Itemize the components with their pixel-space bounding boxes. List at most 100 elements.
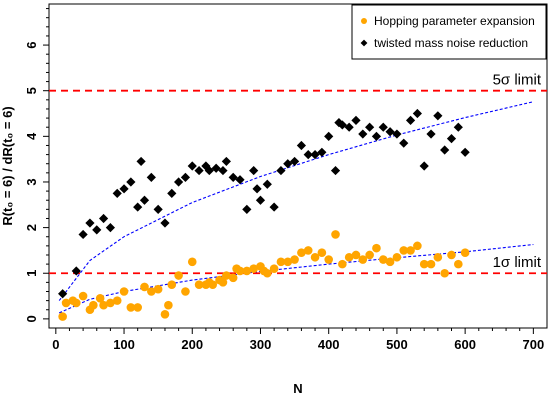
data-point-diamond xyxy=(344,122,354,132)
x-tick-label: 300 xyxy=(250,337,272,352)
x-tick-label: 100 xyxy=(113,337,135,352)
reference-lines: 5σ limit 1σ limit xyxy=(49,72,547,275)
data-point-circle xyxy=(133,303,142,312)
reference-line-label: 5σ limit xyxy=(493,72,542,89)
data-point-circle xyxy=(126,303,136,312)
data-point-diamond xyxy=(460,147,470,157)
data-point-circle xyxy=(365,250,374,260)
data-point-diamond xyxy=(105,223,115,233)
reference-line-label: 1σ limit xyxy=(493,254,542,271)
data-point-circle xyxy=(147,287,156,296)
data-point-diamond xyxy=(133,202,143,212)
data-point-circle xyxy=(454,259,463,269)
data-point-diamond xyxy=(255,195,266,205)
data-point-circle xyxy=(228,273,238,283)
data-point-diamond xyxy=(426,129,436,139)
data-point-circle xyxy=(78,291,88,301)
data-point-diamond xyxy=(235,175,245,185)
data-point-circle xyxy=(119,287,129,296)
data-point-diamond xyxy=(78,229,88,240)
data-point-circle xyxy=(447,250,456,260)
data-point-circle xyxy=(95,294,105,303)
data-point-circle xyxy=(71,298,81,308)
x-tick-label: 600 xyxy=(454,337,476,352)
data-point-diamond xyxy=(351,115,361,125)
data-point-diamond xyxy=(269,202,279,212)
data-point-diamond xyxy=(167,188,177,198)
data-point-diamond xyxy=(187,161,197,171)
data-point-circle xyxy=(290,255,299,264)
data-point-circle xyxy=(331,230,340,239)
y-tick-label: 2 xyxy=(24,224,39,231)
data-point-diamond xyxy=(71,266,81,276)
x-tick-label: 700 xyxy=(523,337,545,352)
data-point-diamond xyxy=(405,115,416,125)
y-axis-label: R(t₀ = 6) / dR(t₀ = 6) xyxy=(0,106,15,225)
data-point-diamond xyxy=(242,204,252,214)
data-point-diamond xyxy=(98,213,109,224)
data-point-diamond xyxy=(433,111,443,121)
data-point-circle xyxy=(283,257,293,267)
data-point-circle xyxy=(153,284,163,294)
y-tick-label: 5 xyxy=(24,87,39,94)
data-point-circle xyxy=(218,278,228,287)
data-point-diamond xyxy=(126,177,136,187)
data-point-circle xyxy=(399,246,409,255)
data-point-circle xyxy=(269,264,279,273)
data-point-diamond xyxy=(139,195,150,205)
x-axis: 0 100 200 300 400 500 600 700 xyxy=(52,328,544,352)
data-point-diamond xyxy=(262,179,272,189)
data-point-circle xyxy=(385,257,395,267)
data-point-circle xyxy=(392,252,402,262)
data-point-circle xyxy=(413,241,422,251)
legend-label: twisted mass noise reduction xyxy=(374,36,528,50)
data-point-diamond xyxy=(85,218,95,228)
data-point-diamond xyxy=(324,131,334,141)
data-point-circle xyxy=(378,255,388,264)
y-tick-label: 6 xyxy=(24,41,39,48)
data-point-circle xyxy=(310,252,320,262)
fit-curves xyxy=(58,101,534,314)
data-point-diamond xyxy=(392,129,402,139)
data-point-diamond xyxy=(358,129,368,139)
data-point-diamond xyxy=(180,172,191,183)
data-point-diamond xyxy=(330,165,341,176)
x-axis-label: N xyxy=(293,381,302,396)
data-point-circle xyxy=(242,266,252,276)
data-point-circle xyxy=(112,296,122,305)
data-point-circle xyxy=(426,259,436,269)
data-point-diamond xyxy=(419,161,429,171)
data-point-diamond xyxy=(371,131,382,141)
data-point-circle xyxy=(194,280,204,289)
data-point-diamond xyxy=(440,145,450,155)
y-tick-label: 3 xyxy=(24,178,39,185)
fit-curve xyxy=(58,101,534,301)
data-point-diamond xyxy=(303,149,313,160)
data-point-diamond xyxy=(334,118,344,128)
x-tick-label: 400 xyxy=(318,337,340,352)
data-point-diamond xyxy=(146,172,156,183)
data-point-diamond xyxy=(412,108,422,119)
data-point-circle xyxy=(460,248,470,258)
legend-box xyxy=(351,4,547,60)
data-point-circle xyxy=(99,300,108,310)
data-point-circle xyxy=(344,252,354,262)
data-point-circle xyxy=(317,248,327,258)
data-point-circle xyxy=(106,298,115,308)
data-point-circle xyxy=(263,268,272,278)
data-point-circle xyxy=(160,310,170,319)
legend: Hopping parameter expansion twisted mass … xyxy=(351,4,547,60)
x-tick-label: 0 xyxy=(52,337,59,352)
data-point-diamond xyxy=(136,156,146,167)
data-point-circle xyxy=(351,250,361,260)
data-point-circle xyxy=(58,312,67,321)
data-point-circle xyxy=(164,300,173,310)
data-point-diamond xyxy=(160,218,170,228)
data-point-circle xyxy=(338,259,347,269)
data-point-circle xyxy=(208,280,218,289)
data-point-diamond xyxy=(365,122,375,132)
data-point-circle xyxy=(187,257,197,267)
data-point-diamond xyxy=(112,188,122,198)
data-point-diamond xyxy=(218,165,228,176)
